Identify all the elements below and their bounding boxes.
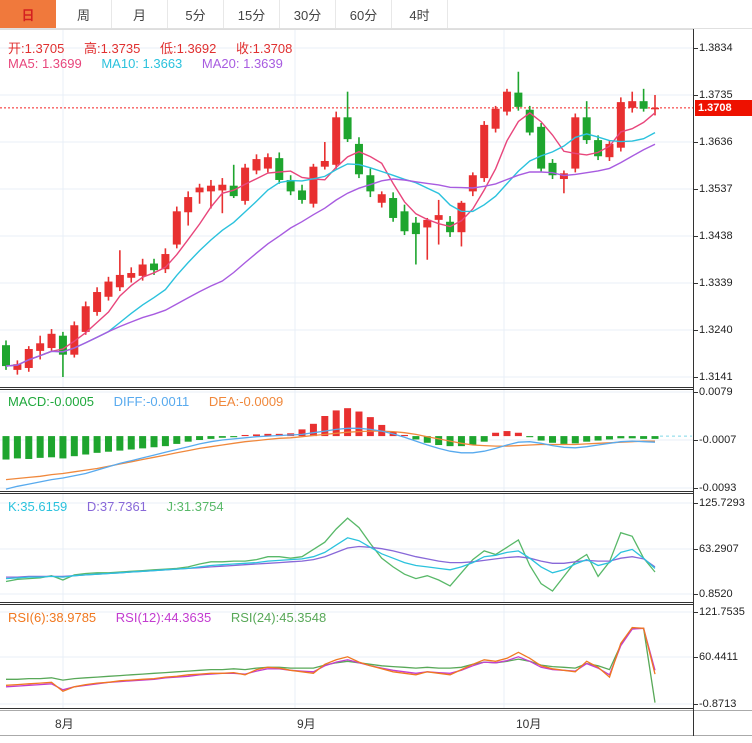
axis-tick: [694, 236, 698, 237]
tab-5min[interactable]: 5分: [168, 0, 224, 28]
tab-week[interactable]: 周: [56, 0, 112, 28]
kdj-panel: K:35.6159 D:37.7361 J:31.3754: [0, 493, 752, 603]
axis-tick: [694, 330, 698, 331]
rsi6-value: RSI(6):38.9785: [8, 610, 97, 625]
d-value: D:37.7361: [86, 499, 147, 514]
axis-tick: [694, 549, 698, 550]
tab-60min[interactable]: 60分: [336, 0, 392, 28]
axis-tick: [694, 142, 698, 143]
tab-15min[interactable]: 15分: [224, 0, 280, 28]
axis-tick: [694, 189, 698, 190]
axis-tick: [694, 283, 698, 284]
diff-value: DIFF:-0.0011: [113, 394, 190, 409]
axis-label: 1.3240: [699, 324, 733, 336]
ma5-value: MA5: 1.3699: [8, 56, 82, 71]
rsi24-value: RSI(24):45.3548: [230, 610, 327, 625]
month-label-aug: 8月: [55, 717, 74, 731]
axis-tick: [694, 594, 698, 595]
x-axis: 8月 9月 10月: [0, 710, 752, 736]
j-value: J:31.3754: [166, 499, 224, 514]
timeframe-tabs: 日 周 月 5分 15分 30分 60分 4时: [0, 0, 752, 29]
tab-4hour[interactable]: 4时: [392, 0, 448, 28]
axis-tick: [694, 612, 698, 613]
low-value: 低:1.3692: [160, 41, 217, 56]
k-value: K:35.6159: [8, 499, 68, 514]
macd-legend: MACD:-0.0005 DIFF:-0.0011 DEA:-0.0009: [8, 394, 299, 409]
axis-label: 1.3141: [699, 371, 733, 383]
axis-tick: [694, 704, 698, 705]
axis-label: 125.7293: [699, 497, 745, 509]
tab-month[interactable]: 月: [112, 0, 168, 28]
axis-label: 1.3834: [699, 42, 733, 54]
axis-label: -0.0093: [699, 482, 737, 494]
axis-tick: [694, 657, 698, 658]
axis-label: 1.3735: [699, 89, 733, 101]
axis-label: 0.8520: [699, 588, 733, 600]
axis-label: 0.0079: [699, 386, 733, 398]
axis-label: 1.3339: [699, 277, 733, 289]
tabbar-filler: [448, 0, 752, 28]
axis-tick: [694, 48, 698, 49]
current-price-badge: 1.3708: [695, 100, 752, 116]
chart-area: 开:1.3705 高:1.3735 低:1.3692 收:1.3708 MA5:…: [0, 29, 752, 736]
macd-chart[interactable]: [0, 390, 693, 491]
tab-day[interactable]: 日: [0, 0, 56, 28]
rsi-panel: RSI(6):38.9785 RSI(12):44.3635 RSI(24):4…: [0, 604, 752, 709]
axis-tick: [694, 503, 698, 504]
axis-label: 60.4411: [699, 651, 738, 663]
axis-label: 1.3537: [699, 183, 733, 195]
month-label-oct: 10月: [516, 717, 542, 731]
tab-30min[interactable]: 30分: [280, 0, 336, 28]
axis-label: 1.3636: [699, 136, 733, 148]
axis-tick: [694, 392, 698, 393]
main-chart-panel: 开:1.3705 高:1.3735 低:1.3692 收:1.3708 MA5:…: [0, 29, 752, 388]
axis-tick: [694, 488, 698, 489]
close-value: 收:1.3708: [236, 41, 293, 56]
rsi12-value: RSI(12):44.3635: [115, 610, 212, 625]
ma10-value: MA10: 1.3663: [101, 56, 183, 71]
axis-label: 63.2907: [699, 543, 739, 555]
axis-label: -0.8713: [699, 698, 737, 710]
month-label-sep: 9月: [297, 717, 316, 731]
rsi-chart[interactable]: [0, 605, 693, 708]
ma20-value: MA20: 1.3639: [201, 56, 283, 71]
axis-label: 1.3438: [699, 230, 733, 242]
ma-row: MA5: 1.3699 MA10: 1.3663 MA20: 1.3639: [8, 56, 299, 71]
axis-tick: [694, 95, 698, 96]
open-value: 开:1.3705: [8, 41, 65, 56]
kdj-chart[interactable]: [0, 494, 693, 602]
macd-panel: MACD:-0.0005 DIFF:-0.0011 DEA:-0.0009: [0, 389, 752, 492]
axis-line-extension: [693, 710, 694, 736]
candlestick-chart[interactable]: [0, 30, 693, 387]
axis-label: -0.0007: [699, 434, 737, 446]
kdj-legend: K:35.6159 D:37.7361 J:31.3754: [8, 499, 240, 514]
macd-value: MACD:-0.0005: [8, 394, 94, 409]
axis-tick: [694, 440, 698, 441]
ohlc-row: 开:1.3705 高:1.3735 低:1.3692 收:1.3708: [8, 38, 308, 57]
rsi-legend: RSI(6):38.9785 RSI(12):44.3635 RSI(24):4…: [8, 610, 342, 625]
axis-label: 121.7535: [699, 606, 745, 618]
price-axis: 1.3708 1.3834 1.3735 1.3636 1.3537 1.3438 1.3…: [693, 29, 752, 710]
axis-tick: [694, 377, 698, 378]
high-value: 高:1.3735: [84, 41, 141, 56]
dea-value: DEA:-0.0009: [208, 394, 284, 409]
